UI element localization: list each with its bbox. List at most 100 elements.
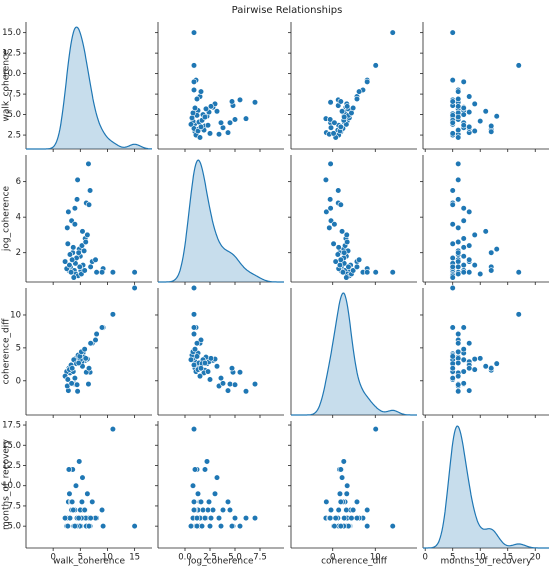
scatter-point: [196, 134, 204, 141]
scatter-point: [364, 78, 371, 85]
scatter-point: [66, 262, 73, 269]
scatter-point: [455, 127, 462, 134]
scatter-point: [201, 113, 209, 121]
scatter-point: [466, 256, 473, 263]
scatter-point: [466, 340, 473, 347]
scatter-point: [466, 93, 473, 100]
scatter-point: [85, 160, 92, 167]
scatter-point: [69, 365, 76, 372]
scatter-point: [87, 263, 94, 271]
scatter-point: [336, 262, 344, 269]
scatter-point: [78, 242, 86, 249]
scatter-point: [460, 346, 467, 353]
scatter-point: [85, 523, 93, 530]
scatter-point: [389, 29, 396, 36]
scatter-point: [62, 514, 69, 522]
scatter-point: [327, 506, 335, 514]
panel: [420, 155, 549, 285]
scatter-point: [449, 254, 456, 262]
scatter-point: [251, 380, 259, 388]
chart-title: Pairwise Relationships: [232, 5, 343, 16]
scatter-point: [217, 523, 225, 530]
scatter-point: [364, 269, 371, 276]
scatter-point: [190, 62, 198, 69]
scatter-point: [98, 506, 106, 514]
scatter-point: [488, 365, 495, 372]
scatter-point: [340, 458, 347, 465]
y-tick-label: 7.5: [7, 501, 21, 511]
scatter-point: [190, 324, 198, 331]
kde-area: [26, 27, 152, 150]
x-tick-label: 10: [475, 553, 486, 563]
scatter-point: [356, 88, 363, 95]
scatter-point: [455, 340, 462, 347]
scatter-point: [73, 381, 81, 388]
scatter-point: [197, 498, 205, 505]
scatter-point: [331, 221, 338, 228]
scatter-point: [482, 363, 489, 370]
scatter-point: [466, 365, 473, 372]
scatter-point: [335, 506, 342, 514]
scatter-point: [449, 274, 456, 281]
scatter-point: [327, 196, 334, 203]
y-tick-label: 12.5: [2, 49, 21, 59]
scatter-point: [455, 238, 462, 246]
scatter-point: [226, 119, 234, 126]
scatter-point: [344, 238, 351, 246]
scatter-point: [455, 134, 462, 141]
scatter-point: [215, 131, 223, 138]
kde-line: [158, 159, 284, 283]
scatter-point: [341, 113, 348, 121]
scatter-point: [460, 78, 467, 85]
x-tick-label: 5.0: [228, 553, 242, 563]
scatter-point: [206, 130, 214, 137]
scatter-point: [327, 205, 334, 212]
scatter-point: [455, 388, 462, 395]
scatter-point: [190, 29, 198, 36]
panel: [290, 288, 417, 418]
scatter-point: [364, 523, 371, 530]
scatter-point: [449, 130, 456, 137]
scatter-point: [109, 425, 116, 433]
scatter-point: [219, 506, 227, 514]
scatter-point: [460, 269, 467, 276]
scatter-point: [335, 244, 342, 251]
x-tick-label: 0: [422, 553, 427, 563]
scatter-point: [72, 482, 80, 489]
scatter-point: [69, 256, 76, 263]
scatter-point: [455, 348, 462, 355]
scatter-point: [350, 506, 357, 514]
scatter-point: [74, 176, 81, 183]
scatter-point: [65, 208, 72, 215]
scatter-point: [226, 506, 234, 514]
panel: [288, 155, 417, 285]
scatter-point: [190, 86, 198, 94]
scatter-point: [449, 324, 456, 331]
scatter-point: [477, 355, 484, 362]
scatter-point: [337, 201, 344, 208]
scatter-point: [74, 388, 81, 395]
panel: 2.5 5.0 7.5 10.0 12.5 15.0 walk_coherence: [2, 22, 152, 152]
scatter-point: [344, 482, 351, 489]
y-tick-label: 10.0: [2, 481, 21, 491]
x-tick-label: 20: [530, 553, 541, 563]
scatter-point: [449, 375, 456, 382]
scatter-point: [471, 366, 478, 373]
scatter-point: [460, 253, 467, 260]
scatter-point: [337, 466, 344, 473]
y-tick-label: 12.5: [2, 461, 21, 471]
scatter-point: [343, 506, 350, 514]
scatter-point: [62, 258, 69, 265]
scatter-point: [70, 244, 77, 251]
scatter-point: [207, 103, 215, 110]
scatter-point: [207, 514, 215, 522]
x-axis-label: coherence_diff: [321, 557, 388, 567]
scatter-point: [493, 246, 500, 253]
scatter-point: [323, 208, 330, 215]
scatter-point: [69, 498, 76, 505]
scatter-point: [515, 269, 522, 276]
scatter-point: [389, 523, 396, 530]
